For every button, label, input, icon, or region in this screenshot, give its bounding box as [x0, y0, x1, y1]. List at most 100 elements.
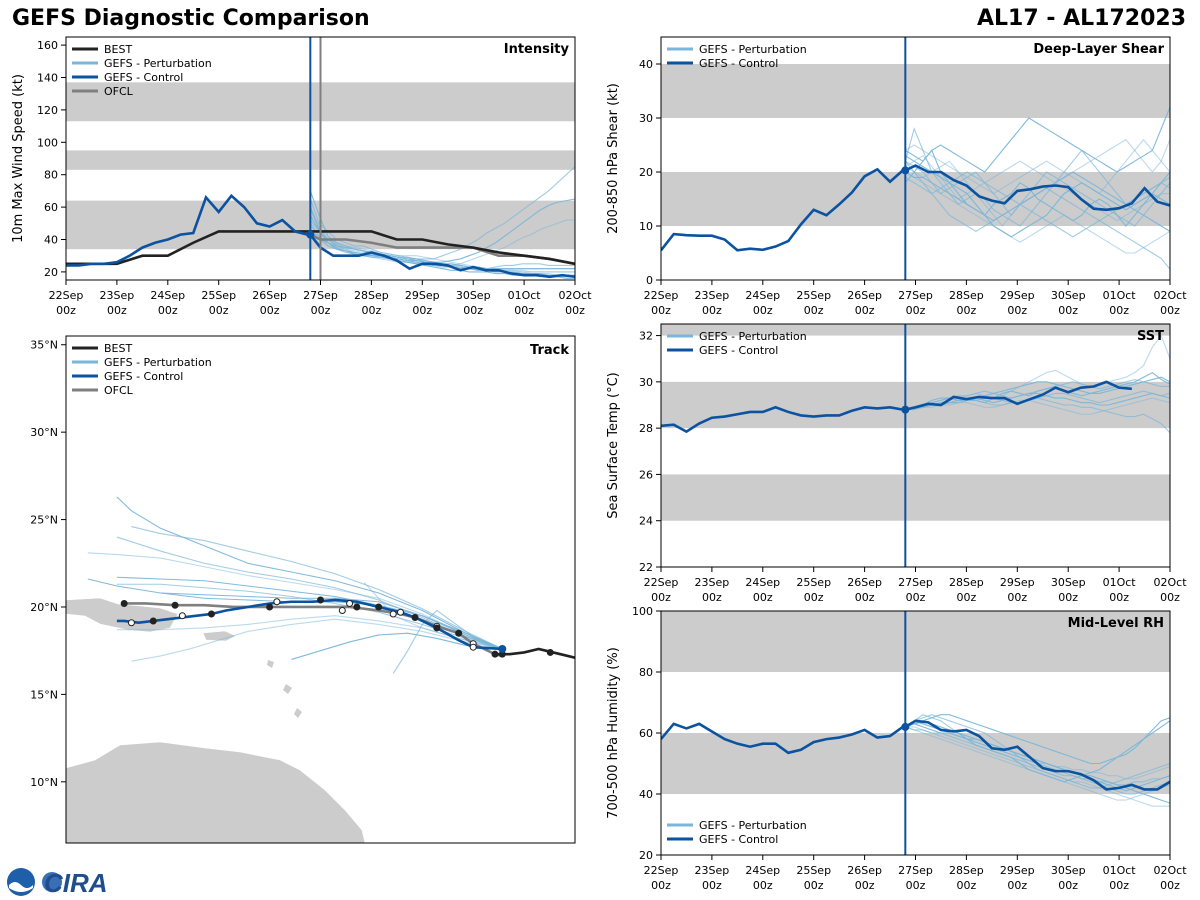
rh-band-0 — [661, 733, 1170, 794]
intensity-xtick-sub-2: 00z — [158, 304, 178, 317]
rh-xtick-sub-9: 00z — [1109, 879, 1129, 892]
rh-xtick-label-7: 29Sep — [1000, 864, 1035, 877]
sst-xtick-sub-1: 00z — [702, 591, 722, 604]
rh-xtick-sub-2: 00z — [753, 879, 773, 892]
rh-ytick-label-1: 40 — [639, 788, 653, 801]
track-legend-label-3: OFCL — [104, 384, 134, 397]
intensity-xtick-sub-8: 00z — [463, 304, 483, 317]
sst-xtick-sub-5: 00z — [906, 591, 926, 604]
sst-xtick-sub-4: 00z — [855, 591, 875, 604]
south-america-land — [66, 741, 366, 843]
track-lat-label-4: 30°N — [30, 426, 58, 439]
track-member-line-6 — [291, 632, 503, 660]
shear-xtick-sub-3: 00z — [804, 304, 824, 317]
rh-ytick-label-4: 100 — [632, 605, 653, 618]
sst-ylabel: Sea Surface Temp (°C) — [606, 372, 621, 519]
shear-member-line-10 — [904, 160, 1170, 270]
intensity-xtick-label-5: 27Sep — [303, 289, 338, 302]
shear-title: Deep-Layer Shear — [1033, 42, 1164, 57]
rh-panel: 22Sep 00z 23Sep 00z 24Sep 00z 25Sep 00z 26Sep 00z… — [606, 605, 1187, 892]
shear-control-line — [661, 164, 1170, 252]
shear-ytick-label-0: 0 — [646, 274, 653, 287]
sst-xtick-label-9: 01Oct — [1103, 576, 1137, 589]
track-title: Track — [530, 343, 569, 358]
shear-xtick-sub-2: 00z — [753, 304, 773, 317]
intensity-xtick-sub-5: 00z — [311, 304, 331, 317]
intensity-xtick-sub-9: 00z — [514, 304, 534, 317]
sst-xtick-label-2: 24Sep — [745, 576, 780, 589]
track-member-line-1 — [131, 526, 503, 650]
sst-xtick-sub-0: 00z — [651, 591, 671, 604]
intensity-title: Intensity — [504, 42, 570, 57]
rh-xtick-label-5: 27Sep — [898, 864, 933, 877]
shear-legend-label-1: GEFS - Control — [699, 57, 778, 70]
track-ofcl-marker-open-3 — [338, 606, 346, 614]
shear-member-line-3 — [904, 106, 1170, 184]
intensity-xtick-sub-1: 00z — [107, 304, 127, 317]
track-control-marker-open-2 — [346, 599, 354, 607]
storm-id: AL17 - AL172023 — [977, 6, 1186, 31]
track-ofcl-marker-filled-3 — [353, 603, 361, 611]
track-ofcl-marker-open-2 — [389, 610, 397, 618]
sst-ytick-label-4: 30 — [639, 376, 653, 389]
track-member-line-11 — [363, 582, 503, 650]
sst-frame — [660, 323, 1171, 568]
intensity-xtick-label-10: 02Oct — [558, 289, 592, 302]
intensity-xtick-label-9: 01Oct — [508, 289, 542, 302]
track-ofcl-marker-filled-1 — [455, 629, 463, 637]
rh-control-line — [661, 719, 1170, 791]
hispaniola-land — [66, 597, 179, 633]
sst-ytick-label-3: 28 — [639, 422, 653, 435]
sst-xtick-label-1: 23Sep — [695, 576, 730, 589]
intensity-xtick-label-8: 30Sep — [456, 289, 491, 302]
rh-member-line-7 — [905, 726, 1170, 786]
rh-xtick-sub-1: 00z — [702, 879, 722, 892]
shear-band-0 — [661, 172, 1170, 226]
intensity-legend-label-1: GEFS - Perturbation — [104, 57, 212, 70]
rh-ylabel: 700-500 hPa Humidity (%) — [606, 647, 621, 819]
shear-xtick-sub-4: 00z — [855, 304, 875, 317]
track-member-line-10 — [116, 536, 503, 650]
intensity-legend-label-2: GEFS - Control — [104, 71, 183, 84]
sst-xtick-sub-7: 00z — [1007, 591, 1027, 604]
track-map-area — [66, 496, 575, 843]
shear-xtick-sub-0: 00z — [651, 304, 671, 317]
shear-panel: 22Sep 00z 23Sep 00z 24Sep 00z 25Sep 00z 26Sep 00z… — [606, 36, 1187, 317]
sst-xtick-sub-6: 00z — [957, 591, 977, 604]
logo-text: CIRA — [44, 868, 108, 898]
noaa-wave-icon — [9, 882, 33, 892]
intensity-xtick-label-6: 28Sep — [354, 289, 389, 302]
page-title: GEFS Diagnostic Comparison — [12, 6, 370, 31]
track-control-marker-filled-5 — [149, 617, 157, 625]
sst-member-line-5 — [905, 397, 1170, 415]
intensity-xtick-sub-3: 00z — [209, 304, 229, 317]
intensity-xtick-label-7: 29Sep — [405, 289, 440, 302]
track-member-line-8 — [131, 618, 503, 662]
track-ofcl-marker-filled-2 — [411, 613, 419, 621]
shear-ytick-label-3: 30 — [639, 112, 653, 125]
intensity-xtick-label-3: 25Sep — [201, 289, 236, 302]
sst-ytick-label-0: 22 — [639, 561, 653, 574]
intensity-ytick-label-2: 60 — [44, 201, 58, 214]
shear-xtick-sub-8: 00z — [1058, 304, 1078, 317]
track-control-marker-filled-2 — [375, 603, 383, 611]
intensity-control-line — [66, 193, 575, 279]
track-best-marker-0 — [546, 648, 554, 656]
shear-xtick-sub-6: 00z — [957, 304, 977, 317]
intensity-ytick-label-4: 100 — [37, 136, 58, 149]
rh-xtick-label-8: 30Sep — [1051, 864, 1086, 877]
shear-ytick-label-1: 10 — [639, 220, 653, 233]
track-lat-label-3: 25°N — [30, 514, 58, 527]
track-control-marker-filled-3 — [317, 596, 324, 604]
sst-xtick-sub-10: 00z — [1160, 591, 1180, 604]
track-ofcl-line — [124, 602, 503, 658]
shear-xtick-label-1: 23Sep — [695, 289, 730, 302]
sst-ytick-label-1: 24 — [639, 515, 653, 528]
rh-xtick-sub-7: 00z — [1007, 879, 1027, 892]
sst-xtick-label-4: 26Sep — [847, 576, 882, 589]
intensity-xtick-label-2: 24Sep — [150, 289, 185, 302]
rh-xtick-label-10: 02Oct — [1153, 864, 1187, 877]
shear-xtick-label-9: 01Oct — [1103, 289, 1137, 302]
